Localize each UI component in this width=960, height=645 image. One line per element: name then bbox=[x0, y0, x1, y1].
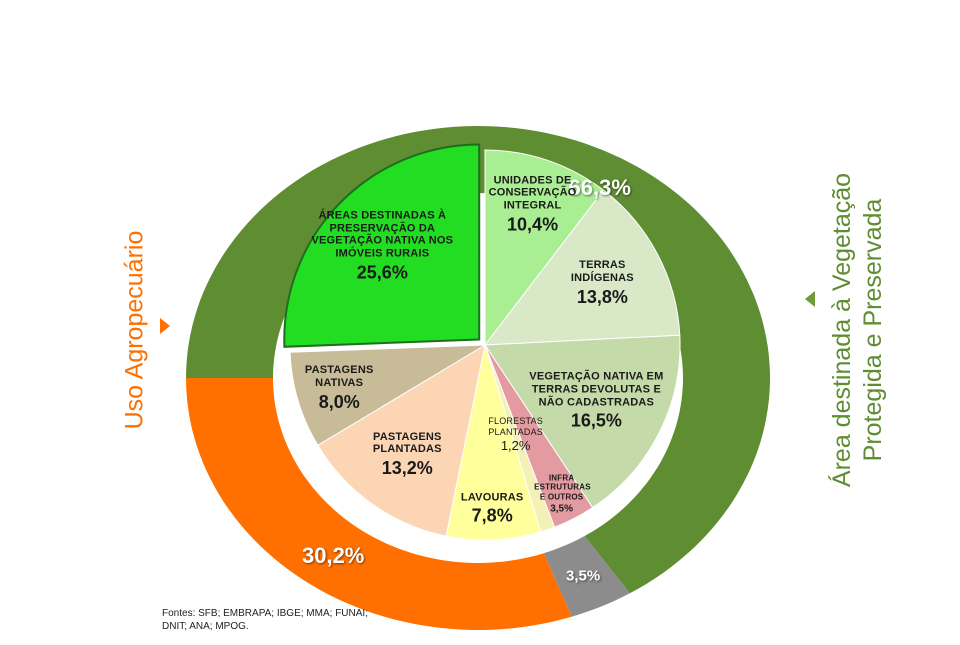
slice-value: 1,2% bbox=[500, 438, 531, 454]
slice-value: 8,0% bbox=[318, 391, 360, 412]
slice-value: 3,5% bbox=[550, 503, 573, 515]
side-label: Uso Agropecuário bbox=[120, 230, 149, 430]
slice-label: FLORESTAS PLANTADAS 1,2% bbox=[476, 417, 556, 455]
pie-slice bbox=[484, 334, 681, 509]
slice-label: TERRAS INDÍGENAS 13,8% bbox=[552, 259, 652, 307]
slice-name: PASTAGENS PLANTADAS bbox=[372, 430, 442, 456]
slice-name: UNIDADES DE CONSERVAÇÃO INTEGRAL bbox=[488, 174, 577, 212]
ring-value-label: 3,5% bbox=[565, 567, 601, 585]
slice-value: 10,4% bbox=[507, 214, 559, 235]
ring-segment bbox=[186, 378, 572, 630]
slice-value: 16,5% bbox=[570, 410, 622, 431]
green-pointer bbox=[805, 291, 815, 307]
slice-value: 13,8% bbox=[576, 286, 628, 307]
pie-slice bbox=[484, 149, 605, 347]
ring-value-label: 30,2% bbox=[301, 542, 365, 568]
orange-pointer bbox=[160, 318, 170, 334]
slice-label: INFRA ESTRUTURAS E OUTROS 3,5% bbox=[534, 473, 591, 515]
slice-value: 25,6% bbox=[356, 262, 408, 283]
side-label: Área destinada à Vegetação Protegida e P… bbox=[827, 172, 887, 488]
slice-name: FLORESTAS PLANTADAS bbox=[488, 416, 543, 438]
ring-value-label: 66,3% bbox=[568, 174, 631, 200]
slice-label: VEGETAÇÃO NATIVA EM TERRAS DEVOLUTAS E N… bbox=[529, 371, 664, 432]
pie-slice bbox=[445, 344, 542, 541]
slice-value: 7,8% bbox=[471, 505, 513, 526]
slice-label: UNIDADES DE CONSERVAÇÃO INTEGRAL 10,4% bbox=[483, 174, 583, 235]
slice-value: 13,2% bbox=[381, 458, 433, 479]
pie-slice bbox=[483, 189, 681, 346]
slice-name: LAVOURAS bbox=[460, 490, 524, 503]
source-note: Fontes: SFB; EMBRAPA; IBGE; MMA; FUNAI; … bbox=[162, 608, 368, 632]
pie-slice bbox=[289, 344, 486, 446]
slice-label: ÁREAS DESTINADAS À PRESERVAÇÃO DA VEGETA… bbox=[307, 209, 457, 282]
slice-label: PASTAGENS PLANTADAS 13,2% bbox=[357, 431, 457, 479]
slice-name: TERRAS INDÍGENAS bbox=[570, 259, 634, 284]
pie-slice bbox=[317, 343, 486, 537]
slice-name: INFRA ESTRUTURAS E OUTROS bbox=[534, 473, 591, 502]
ring-segment bbox=[543, 536, 630, 617]
slice-name: ÁREAS DESTINADAS À PRESERVAÇÃO DA VEGETA… bbox=[311, 209, 454, 260]
slice-name: PASTAGENS NATIVAS bbox=[304, 364, 374, 389]
slice-label: PASTAGENS NATIVAS 8,0% bbox=[292, 364, 387, 412]
slice-name: VEGETAÇÃO NATIVA EM TERRAS DEVOLUTAS E N… bbox=[529, 370, 664, 409]
pie-slice bbox=[283, 143, 481, 348]
slice-label: LAVOURAS 7,8% bbox=[447, 491, 537, 526]
